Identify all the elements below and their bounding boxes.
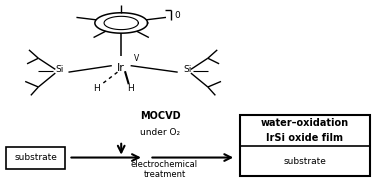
Text: V: V bbox=[134, 54, 139, 63]
Text: substrate: substrate bbox=[284, 157, 326, 166]
Text: MOCVD: MOCVD bbox=[140, 111, 181, 121]
Bar bbox=[6, 147, 65, 169]
Text: water–oxidation: water–oxidation bbox=[261, 118, 349, 128]
Text: electrochemical: electrochemical bbox=[131, 160, 198, 169]
Text: 0: 0 bbox=[174, 11, 180, 20]
Text: Si: Si bbox=[55, 65, 63, 74]
Text: substrate: substrate bbox=[14, 154, 57, 163]
Text: under O₂: under O₂ bbox=[140, 128, 180, 137]
Text: treatment: treatment bbox=[143, 170, 186, 179]
Text: H: H bbox=[93, 84, 100, 93]
Text: IrSi oxide film: IrSi oxide film bbox=[266, 133, 343, 143]
Bar bbox=[240, 115, 370, 176]
Text: Si: Si bbox=[183, 65, 191, 74]
Text: H: H bbox=[127, 84, 134, 93]
Text: Ir: Ir bbox=[117, 62, 125, 73]
